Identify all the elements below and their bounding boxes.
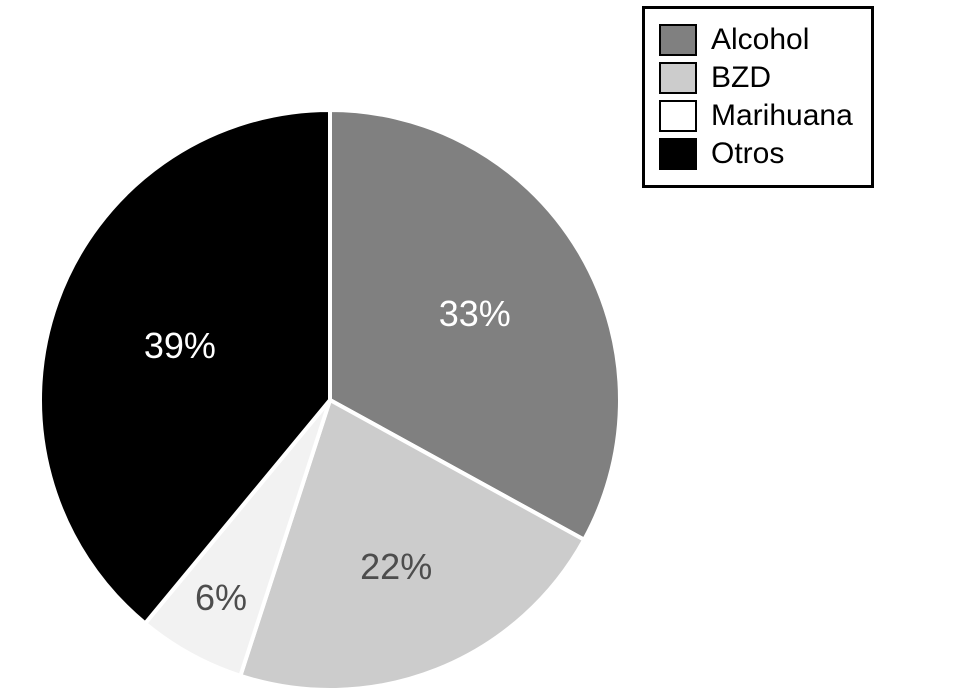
legend-item-marihuana: Marihuana — [659, 99, 853, 133]
legend-box: Alcohol BZD Marihuana Otros — [642, 6, 874, 188]
slice-label-marihuana: 6% — [195, 577, 247, 619]
legend-swatch-alcohol — [659, 24, 697, 56]
legend-item-alcohol: Alcohol — [659, 23, 853, 57]
legend-label-bzd: BZD — [711, 61, 771, 95]
legend-label-marihuana: Marihuana — [711, 99, 853, 133]
legend-swatch-otros — [659, 138, 697, 170]
pie-chart-container: 33% 22% 6% 39% Alcohol BZD Marihuana Otros — [0, 0, 960, 693]
slice-label-bzd: 22% — [360, 546, 432, 588]
legend-item-otros: Otros — [659, 137, 853, 171]
slice-label-alcohol: 33% — [439, 293, 511, 335]
legend-label-alcohol: Alcohol — [711, 23, 809, 57]
legend-item-bzd: BZD — [659, 61, 853, 95]
legend-label-otros: Otros — [711, 137, 784, 171]
legend-swatch-bzd — [659, 62, 697, 94]
legend-swatch-marihuana — [659, 100, 697, 132]
slice-label-otros: 39% — [144, 325, 216, 367]
